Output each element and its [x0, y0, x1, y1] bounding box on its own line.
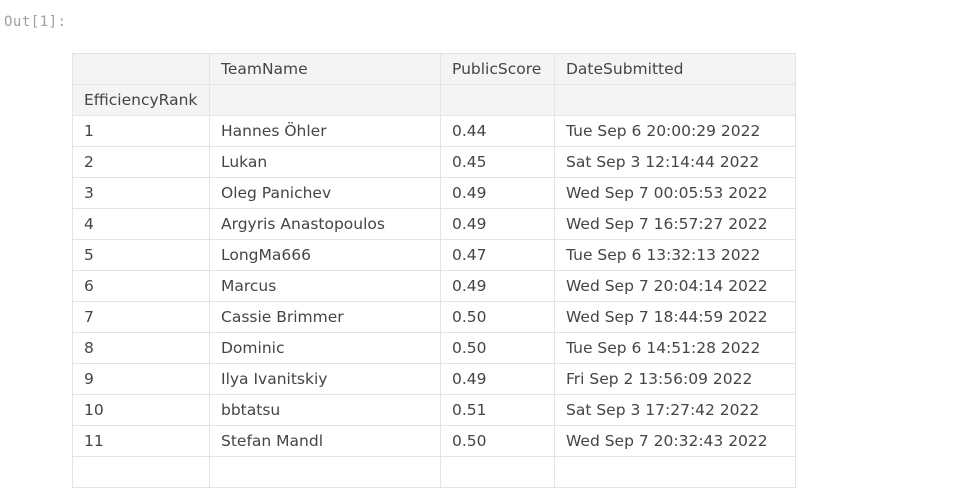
- table-row: 2 Lukan 0.45 Sat Sep 3 12:14:44 2022: [72, 146, 796, 178]
- team-name-cell: Hannes Öhler: [209, 115, 441, 147]
- table-body: 1 Hannes Öhler 0.44 Tue Sep 6 20:00:29 2022…: [72, 115, 796, 488]
- date-submitted-cell: Wed Sep 7 00:05:53 2022: [554, 177, 796, 209]
- column-header-datesubmitted: DateSubmitted: [554, 53, 796, 85]
- team-name-cell: Dominic: [209, 332, 441, 364]
- date-submitted-cell: [554, 456, 796, 488]
- date-submitted-cell: Sat Sep 3 12:14:44 2022: [554, 146, 796, 178]
- empty-header-cell: [554, 84, 796, 116]
- table-row: 11 Stefan Mandl 0.50 Wed Sep 7 20:32:43 202…: [72, 425, 796, 457]
- column-header-row: TeamName PublicScore DateSubmitted: [72, 53, 796, 85]
- public-score-cell: 0.50: [440, 301, 555, 333]
- public-score-cell: [440, 456, 555, 488]
- rank-cell: 11: [72, 425, 210, 457]
- team-name-cell: Ilya Ivanitskiy: [209, 363, 441, 395]
- team-name-cell: Marcus: [209, 270, 441, 302]
- table-row: 9 Ilya Ivanitskiy 0.49 Fri Sep 2 13:56:09 2…: [72, 363, 796, 395]
- rank-cell: [72, 456, 210, 488]
- date-submitted-cell: Sat Sep 3 17:27:42 2022: [554, 394, 796, 426]
- team-name-cell: Oleg Panichev: [209, 177, 441, 209]
- rank-cell: 6: [72, 270, 210, 302]
- rank-cell: 3: [72, 177, 210, 209]
- dataframe-output: TeamName PublicScore DateSubmitted Effic…: [72, 53, 796, 488]
- index-name-row: EfficiencyRank: [72, 84, 796, 116]
- public-score-cell: 0.44: [440, 115, 555, 147]
- index-name-header: EfficiencyRank: [72, 84, 210, 116]
- rank-cell: 2: [72, 146, 210, 178]
- table-row: 6 Marcus 0.49 Wed Sep 7 20:04:14 2022: [72, 270, 796, 302]
- table-row: 1 Hannes Öhler 0.44 Tue Sep 6 20:00:29 2022: [72, 115, 796, 147]
- date-submitted-cell: Wed Sep 7 16:57:27 2022: [554, 208, 796, 240]
- table-header: TeamName PublicScore DateSubmitted Effic…: [72, 53, 796, 116]
- public-score-cell: 0.49: [440, 208, 555, 240]
- column-header-publicscore: PublicScore: [440, 53, 555, 85]
- rank-cell: 4: [72, 208, 210, 240]
- table-row: 7 Cassie Brimmer 0.50 Wed Sep 7 18:44:59 20…: [72, 301, 796, 333]
- rank-cell: 7: [72, 301, 210, 333]
- team-name-cell: Cassie Brimmer: [209, 301, 441, 333]
- public-score-cell: 0.51: [440, 394, 555, 426]
- public-score-cell: 0.49: [440, 177, 555, 209]
- rank-cell: 9: [72, 363, 210, 395]
- output-prompt: Out[1]:: [4, 14, 67, 30]
- public-score-cell: 0.49: [440, 270, 555, 302]
- date-submitted-cell: Tue Sep 6 14:51:28 2022: [554, 332, 796, 364]
- rank-cell: 10: [72, 394, 210, 426]
- dataframe-table: TeamName PublicScore DateSubmitted Effic…: [72, 53, 796, 488]
- table-row: [72, 456, 796, 488]
- team-name-cell: bbtatsu: [209, 394, 441, 426]
- rank-cell: 8: [72, 332, 210, 364]
- team-name-cell: Lukan: [209, 146, 441, 178]
- public-score-cell: 0.49: [440, 363, 555, 395]
- rank-cell: 5: [72, 239, 210, 271]
- corner-header-cell: [72, 53, 210, 85]
- table-row: 3 Oleg Panichev 0.49 Wed Sep 7 00:05:53 202…: [72, 177, 796, 209]
- date-submitted-cell: Tue Sep 6 20:00:29 2022: [554, 115, 796, 147]
- public-score-cell: 0.45: [440, 146, 555, 178]
- date-submitted-cell: Wed Sep 7 20:32:43 2022: [554, 425, 796, 457]
- table-row: 5 LongMa666 0.47 Tue Sep 6 13:32:13 2022: [72, 239, 796, 271]
- public-score-cell: 0.50: [440, 332, 555, 364]
- rank-cell: 1: [72, 115, 210, 147]
- table-row: 4 Argyris Anastopoulos 0.49 Wed Sep 7 16:57…: [72, 208, 796, 240]
- date-submitted-cell: Fri Sep 2 13:56:09 2022: [554, 363, 796, 395]
- date-submitted-cell: Wed Sep 7 20:04:14 2022: [554, 270, 796, 302]
- date-submitted-cell: Tue Sep 6 13:32:13 2022: [554, 239, 796, 271]
- team-name-cell: LongMa666: [209, 239, 441, 271]
- column-header-teamname: TeamName: [209, 53, 441, 85]
- public-score-cell: 0.50: [440, 425, 555, 457]
- team-name-cell: [209, 456, 441, 488]
- date-submitted-cell: Wed Sep 7 18:44:59 2022: [554, 301, 796, 333]
- team-name-cell: Argyris Anastopoulos: [209, 208, 441, 240]
- team-name-cell: Stefan Mandl: [209, 425, 441, 457]
- table-row: 10 bbtatsu 0.51 Sat Sep 3 17:27:42 2022: [72, 394, 796, 426]
- empty-header-cell: [209, 84, 441, 116]
- public-score-cell: 0.47: [440, 239, 555, 271]
- empty-header-cell: [440, 84, 555, 116]
- table-row: 8 Dominic 0.50 Tue Sep 6 14:51:28 2022: [72, 332, 796, 364]
